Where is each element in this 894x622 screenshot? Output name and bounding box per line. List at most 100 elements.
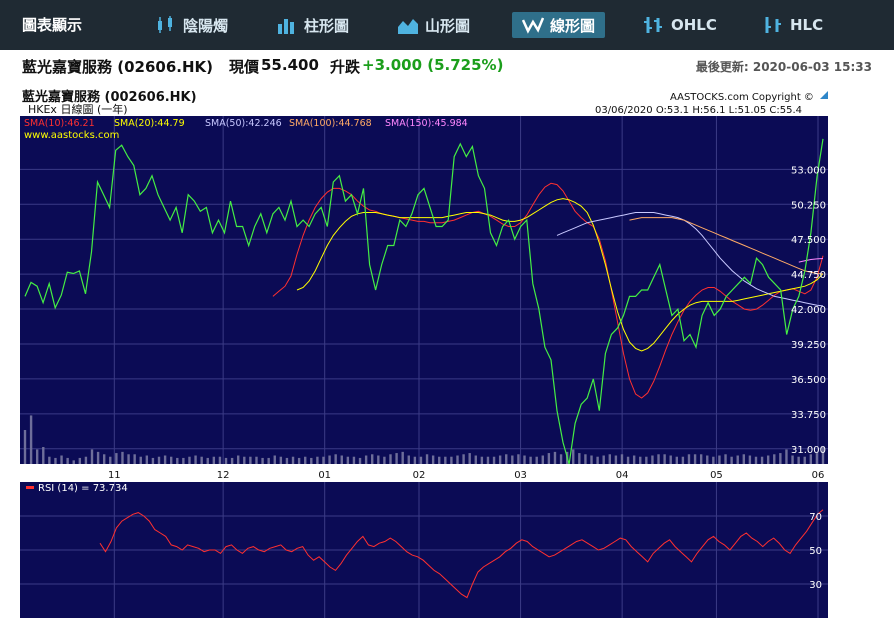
volume-bar xyxy=(389,454,392,464)
rsi-tick-label: 50 xyxy=(809,546,822,557)
tab-line-chart[interactable]: 線形圖 xyxy=(512,12,606,38)
volume-bar xyxy=(602,455,605,464)
volume-bar xyxy=(815,453,819,464)
volume-bar xyxy=(663,454,666,464)
volume-bar xyxy=(267,457,270,464)
volume-bar xyxy=(431,455,435,464)
volume-bar xyxy=(371,454,374,464)
change-label: 升跌 xyxy=(330,58,361,76)
tab-label: OHLC xyxy=(671,16,717,34)
x-tick-label: 11 xyxy=(108,470,121,481)
price-value: 55.400 xyxy=(261,56,319,74)
volume-bar xyxy=(401,451,404,464)
tab-hlc[interactable]: HLC xyxy=(762,12,823,38)
volume-bar xyxy=(693,454,697,464)
volume-bar xyxy=(90,449,94,464)
price-tick-label: 50.250 xyxy=(791,200,826,211)
volume-bar xyxy=(176,457,179,464)
sma20-label: SMA(20):44.79 xyxy=(114,118,185,129)
volume-bar xyxy=(809,454,813,464)
volume-bar xyxy=(785,449,788,464)
volume-bar xyxy=(285,457,289,464)
volume-bar xyxy=(748,455,752,464)
tab-area-chart[interactable]: 山形圖 xyxy=(397,12,470,38)
rsi-legend-swatch xyxy=(26,486,34,489)
volume-bar xyxy=(651,455,654,464)
volume-bar xyxy=(78,457,82,464)
volume-bar xyxy=(127,454,130,464)
toolbar-title: 圖表顯示 xyxy=(22,16,83,34)
line-chart-icon xyxy=(522,17,544,34)
volume-bar xyxy=(803,456,806,464)
volume-bar xyxy=(754,456,758,464)
tab-label: 陰陽燭 xyxy=(183,16,229,35)
tab-candlestick[interactable]: 陰陽燭 xyxy=(155,12,228,38)
tab-label: 山形圖 xyxy=(425,16,471,35)
volume-bar xyxy=(773,454,776,464)
volume-bar xyxy=(578,453,581,464)
volume-bar xyxy=(657,454,660,464)
price-tick-label: 44.750 xyxy=(791,270,826,281)
sma150-label: SMA(150):45.984 xyxy=(385,118,468,129)
volume-bar xyxy=(718,455,721,464)
volume-bar xyxy=(84,456,88,464)
volume-bar xyxy=(23,430,27,464)
volume-bar xyxy=(639,456,642,464)
volume-bar xyxy=(523,455,526,464)
volume-bar xyxy=(237,455,240,464)
volume-bar xyxy=(121,451,124,464)
volume-bar xyxy=(766,455,770,464)
volume-bar xyxy=(102,454,106,464)
tab-ohlc[interactable]: OHLC xyxy=(643,12,717,38)
volume-bar xyxy=(182,457,185,464)
rsi-tick-label: 30 xyxy=(809,580,822,591)
price-tick-label: 39.250 xyxy=(791,340,826,351)
volume-bar xyxy=(322,456,325,464)
hlc-icon xyxy=(765,17,781,33)
volume-bar xyxy=(279,456,283,464)
tab-bar-chart[interactable]: 柱形圖 xyxy=(276,12,349,38)
sma10-label: SMA(10):46.21 xyxy=(24,118,95,129)
volume-bar xyxy=(669,455,672,464)
chart-stock-title: 藍光嘉寶服務 (002606.HK) xyxy=(22,89,197,105)
price-label: 現價 xyxy=(229,58,260,76)
volume-bar xyxy=(48,456,51,464)
volume-bar xyxy=(724,454,727,464)
volume-bar xyxy=(505,454,508,464)
x-tick-label: 12 xyxy=(217,470,230,481)
volume-bar xyxy=(35,449,39,464)
volume-bar xyxy=(96,451,100,464)
volume-bar xyxy=(444,456,447,464)
volume-bar xyxy=(42,447,45,464)
copyright-text: AASTOCKS.com Copyright © xyxy=(670,92,814,103)
volume-bar xyxy=(706,455,709,464)
volume-bar xyxy=(151,457,155,464)
sma100-label: SMA(100):44.768 xyxy=(289,118,372,129)
volume-bar xyxy=(413,456,417,464)
volume-bar xyxy=(632,455,636,464)
quote-bar: 藍光嘉寶服務 (02606.HK) 現價 55.400 升跌 +3.000 (5… xyxy=(0,50,894,78)
volume-bar xyxy=(736,455,739,464)
volume-bar xyxy=(218,456,222,464)
volume-bar xyxy=(675,456,679,464)
volume-bar xyxy=(352,456,356,464)
volume-bar xyxy=(760,456,764,464)
volume-bar xyxy=(620,454,624,464)
price-panel xyxy=(20,116,828,464)
volume-bar xyxy=(791,455,794,464)
ohlc-readout: 03/06/2020 O:53.1 H:56.1 L:51.05 C:55.4 xyxy=(595,105,802,116)
close-price-line xyxy=(24,138,824,465)
volume-bar xyxy=(529,456,532,464)
volume-bar xyxy=(54,457,57,464)
volume-bar xyxy=(206,457,209,464)
price-tick-label: 53.000 xyxy=(791,165,826,176)
volume-bar xyxy=(310,457,313,464)
volume-bar xyxy=(304,456,307,464)
volume-bar xyxy=(425,454,429,464)
volume-bar xyxy=(139,456,142,464)
volume-bar xyxy=(492,456,496,464)
x-tick-label: 06 xyxy=(812,470,825,481)
volume-bar xyxy=(133,454,136,464)
x-tick-label: 01 xyxy=(318,470,331,481)
volume-bar xyxy=(334,454,337,464)
